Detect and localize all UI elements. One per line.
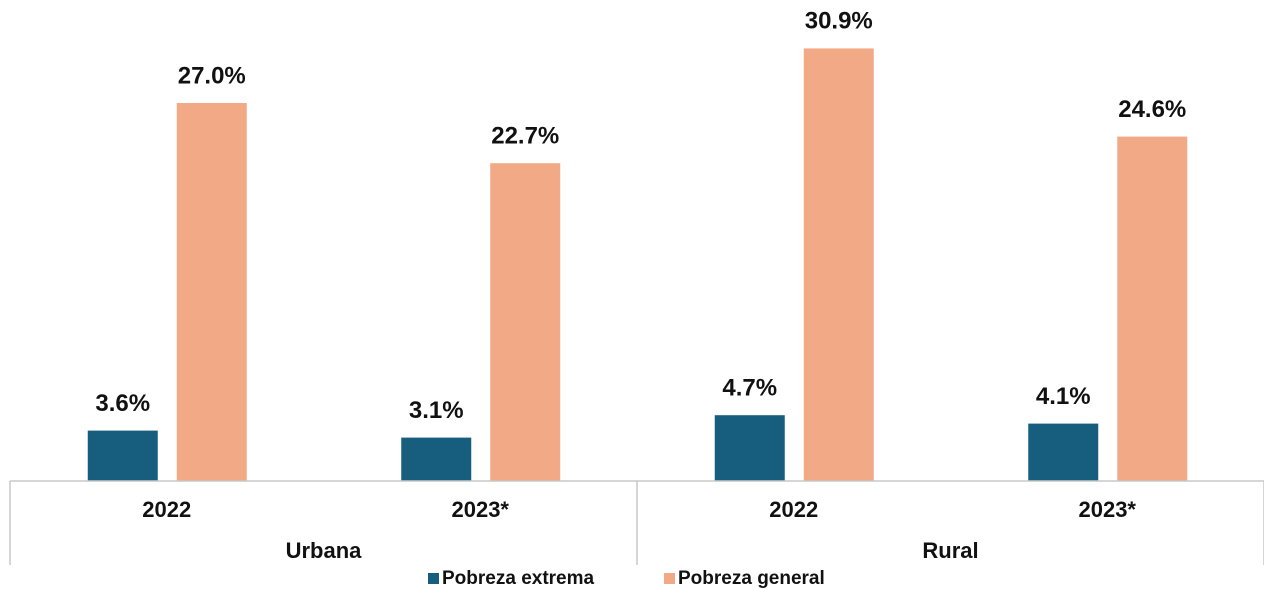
- bar: [176, 103, 247, 481]
- legend-swatch: [428, 573, 439, 584]
- bar: [490, 163, 561, 481]
- x-tick-label: 2023*: [451, 497, 509, 522]
- x-tick-label: 2023*: [1078, 497, 1136, 522]
- data-label: 4.1%: [1036, 383, 1091, 410]
- data-label: 22.7%: [491, 123, 559, 150]
- legend-swatch: [664, 573, 675, 584]
- bar: [87, 430, 158, 481]
- bar: [803, 48, 874, 482]
- legend-label: Pobreza general: [678, 568, 825, 589]
- data-label: 30.9%: [805, 8, 873, 35]
- bar: [714, 415, 785, 481]
- bar: [1117, 136, 1188, 481]
- legend-label: Pobreza extrema: [442, 568, 595, 589]
- bar: [401, 437, 472, 481]
- data-label: 3.1%: [409, 397, 464, 424]
- data-label: 24.6%: [1118, 96, 1186, 123]
- x-tick-label: 2022: [769, 497, 818, 522]
- data-label: 3.6%: [95, 390, 150, 417]
- group-label: Rural: [922, 538, 978, 563]
- x-tick-label: 2022: [142, 497, 191, 522]
- data-label: 27.0%: [178, 62, 246, 89]
- bar: [1028, 423, 1099, 481]
- data-label: 4.7%: [722, 375, 777, 402]
- group-label: Urbana: [286, 538, 363, 563]
